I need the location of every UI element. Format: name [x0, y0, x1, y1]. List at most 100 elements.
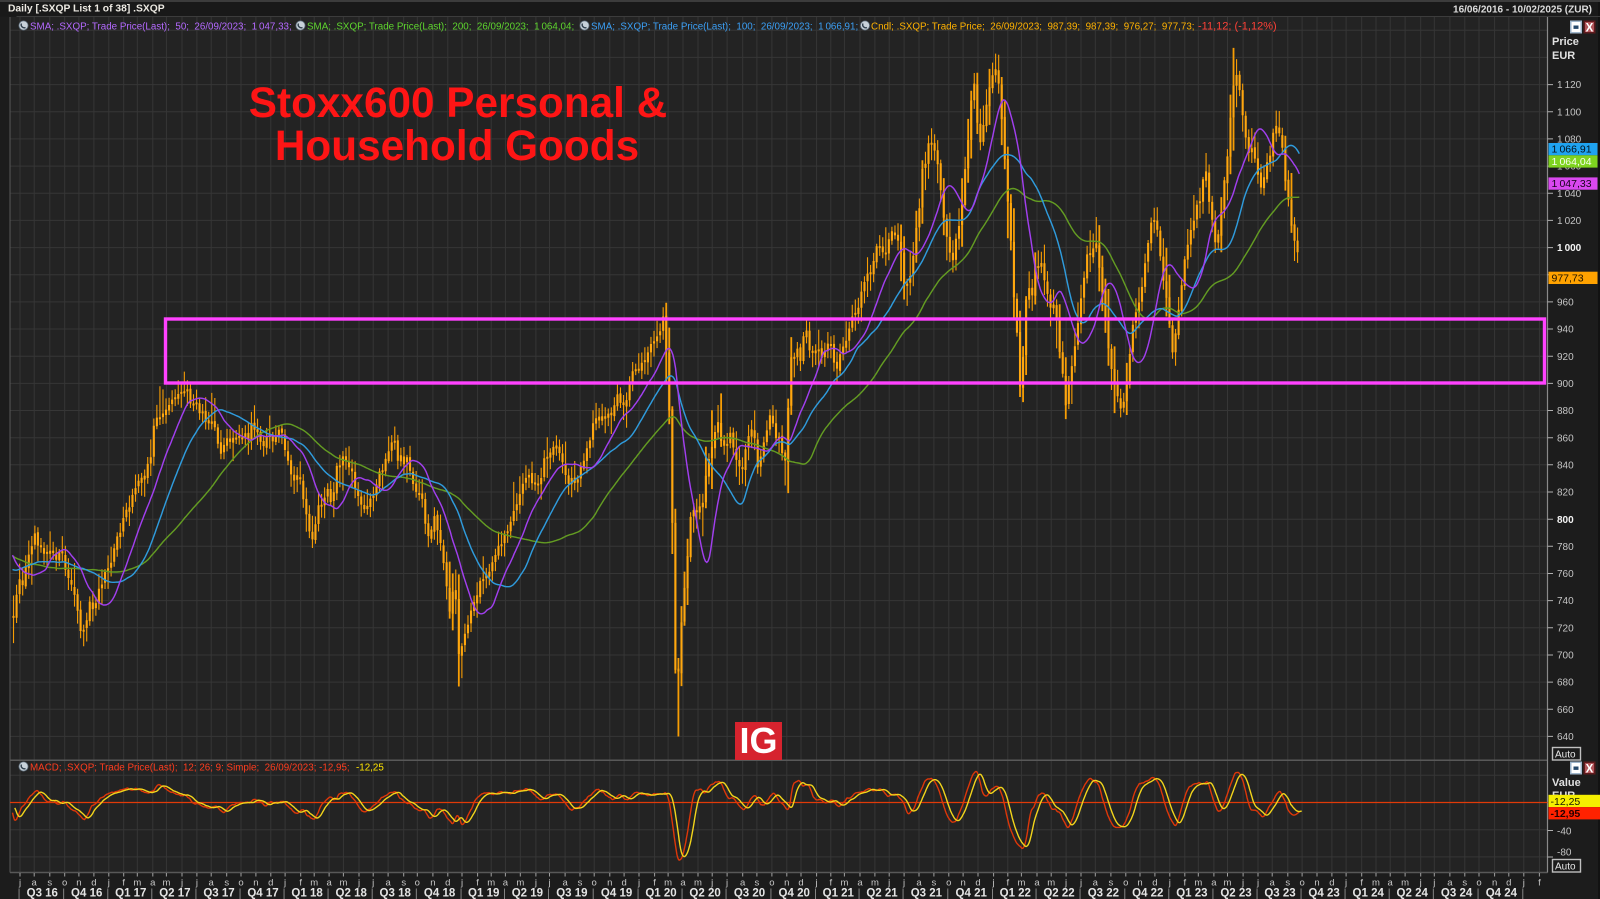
svg-text:f: f	[299, 878, 302, 889]
svg-text:EUR: EUR	[1552, 50, 1575, 62]
svg-text:720: 720	[1557, 623, 1574, 634]
svg-text:a: a	[32, 878, 38, 889]
svg-text:|: |	[415, 888, 418, 899]
svg-text:Q2 20: Q2 20	[689, 888, 720, 899]
svg-text:n: n	[607, 878, 612, 889]
svg-text:o: o	[62, 878, 67, 889]
svg-text:1 040: 1 040	[1557, 189, 1582, 200]
svg-text:a: a	[562, 878, 568, 889]
svg-text:s: s	[1462, 878, 1467, 889]
svg-text:f: f	[1360, 878, 1363, 889]
svg-text:800: 800	[1557, 515, 1574, 526]
svg-text:-12,25: -12,25	[356, 763, 384, 774]
svg-text:d: d	[1152, 878, 1157, 889]
svg-text:|: |	[1300, 888, 1303, 899]
svg-text:1 120: 1 120	[1557, 80, 1582, 91]
svg-text:Q2 21: Q2 21	[866, 888, 898, 899]
svg-text:Auto: Auto	[1555, 750, 1576, 761]
svg-text:Q4 21: Q4 21	[956, 888, 988, 899]
svg-text:a: a	[1034, 878, 1040, 889]
svg-text:n: n	[253, 878, 258, 889]
svg-text:s: s	[755, 878, 760, 889]
svg-text:|: |	[106, 888, 109, 899]
svg-text:m: m	[162, 878, 170, 889]
svg-text:1 100: 1 100	[1557, 107, 1582, 118]
svg-text:|: |	[1344, 888, 1347, 899]
svg-text:f: f	[122, 878, 125, 889]
svg-text:940: 940	[1557, 325, 1574, 336]
svg-text:|: |	[725, 888, 728, 899]
svg-text:Q2 19: Q2 19	[512, 888, 543, 899]
svg-text:j: j	[992, 878, 995, 889]
svg-text:m: m	[1224, 878, 1232, 889]
svg-text:|: |	[1123, 888, 1126, 899]
svg-text:s: s	[932, 878, 937, 889]
svg-text:920: 920	[1557, 352, 1574, 363]
svg-text:f: f	[1538, 878, 1541, 889]
svg-text:|: |	[1521, 888, 1524, 899]
svg-text:Q3 17: Q3 17	[203, 888, 234, 899]
svg-text:Cndl; .SXQP; Trade Price; 26/: Cndl; .SXQP; Trade Price; 26/09/2023; 98…	[871, 22, 1195, 33]
svg-text:|: |	[327, 888, 330, 899]
svg-text:Daily [.SXQP List 1 of 38] .SX: Daily [.SXQP List 1 of 38] .SXQP	[8, 4, 165, 15]
svg-text:j: j	[725, 878, 728, 889]
svg-text:|: |	[946, 888, 949, 899]
svg-text:|: |	[991, 888, 994, 899]
svg-text:640: 640	[1557, 732, 1574, 743]
svg-text:Q1 19: Q1 19	[468, 888, 499, 899]
svg-text:Q3 20: Q3 20	[734, 888, 765, 899]
svg-text:s: s	[224, 878, 229, 889]
svg-text:a: a	[150, 878, 156, 889]
svg-text:n: n	[1314, 878, 1319, 889]
svg-text:900: 900	[1557, 379, 1574, 390]
svg-text:|: |	[1167, 888, 1170, 899]
svg-text:|: |	[681, 888, 684, 899]
svg-text:s: s	[1285, 878, 1290, 889]
svg-text:Q1 22: Q1 22	[1000, 888, 1031, 899]
svg-text:880: 880	[1557, 406, 1574, 417]
svg-text:a: a	[1388, 878, 1394, 889]
svg-text:1 000: 1 000	[1557, 243, 1582, 254]
svg-text:660: 660	[1557, 705, 1574, 716]
svg-text:j: j	[887, 878, 890, 889]
svg-text:Q3 16: Q3 16	[27, 888, 58, 899]
svg-text:j: j	[1419, 878, 1422, 889]
svg-text:m: m	[1047, 878, 1055, 889]
svg-text:n: n	[784, 878, 789, 889]
svg-text:|: |	[460, 888, 463, 899]
svg-text:d: d	[268, 878, 273, 889]
svg-text:m: m	[1194, 878, 1202, 889]
svg-text:a: a	[385, 878, 391, 889]
svg-text:Value: Value	[1552, 777, 1581, 789]
svg-text:Q2 22: Q2 22	[1043, 888, 1074, 899]
svg-text:m: m	[694, 878, 702, 889]
svg-text:|: |	[814, 888, 817, 899]
svg-text:s: s	[401, 878, 406, 889]
svg-text:1 080: 1 080	[1557, 135, 1582, 146]
svg-text:j: j	[1079, 878, 1082, 889]
svg-text:m: m	[487, 878, 495, 889]
svg-text:820: 820	[1557, 488, 1574, 499]
svg-text:|: |	[547, 888, 550, 899]
svg-text:j: j	[815, 878, 818, 889]
svg-text:|: |	[858, 888, 861, 899]
svg-text:1 020: 1 020	[1557, 216, 1582, 227]
svg-text:n: n	[76, 878, 81, 889]
svg-text:740: 740	[1557, 596, 1574, 607]
svg-text:a: a	[1270, 878, 1276, 889]
svg-text:m: m	[1017, 878, 1025, 889]
svg-text:-40: -40	[1557, 827, 1572, 838]
svg-text:16/06/2016 - 10/02/2025 (ZUR): 16/06/2016 - 10/02/2025 (ZUR)	[1453, 5, 1592, 16]
svg-text:f: f	[1006, 878, 1009, 889]
svg-text:m: m	[516, 878, 524, 889]
svg-text:a: a	[740, 878, 746, 889]
svg-text:860: 860	[1557, 433, 1574, 444]
svg-text:n: n	[1137, 878, 1142, 889]
svg-text:Q3 22: Q3 22	[1088, 888, 1119, 899]
svg-text:j: j	[371, 878, 374, 889]
svg-text:|: |	[1256, 888, 1259, 899]
svg-text:d: d	[798, 878, 803, 889]
svg-text:-12,95: -12,95	[1551, 808, 1581, 820]
svg-text:j: j	[180, 878, 183, 889]
svg-text:d: d	[445, 878, 450, 889]
